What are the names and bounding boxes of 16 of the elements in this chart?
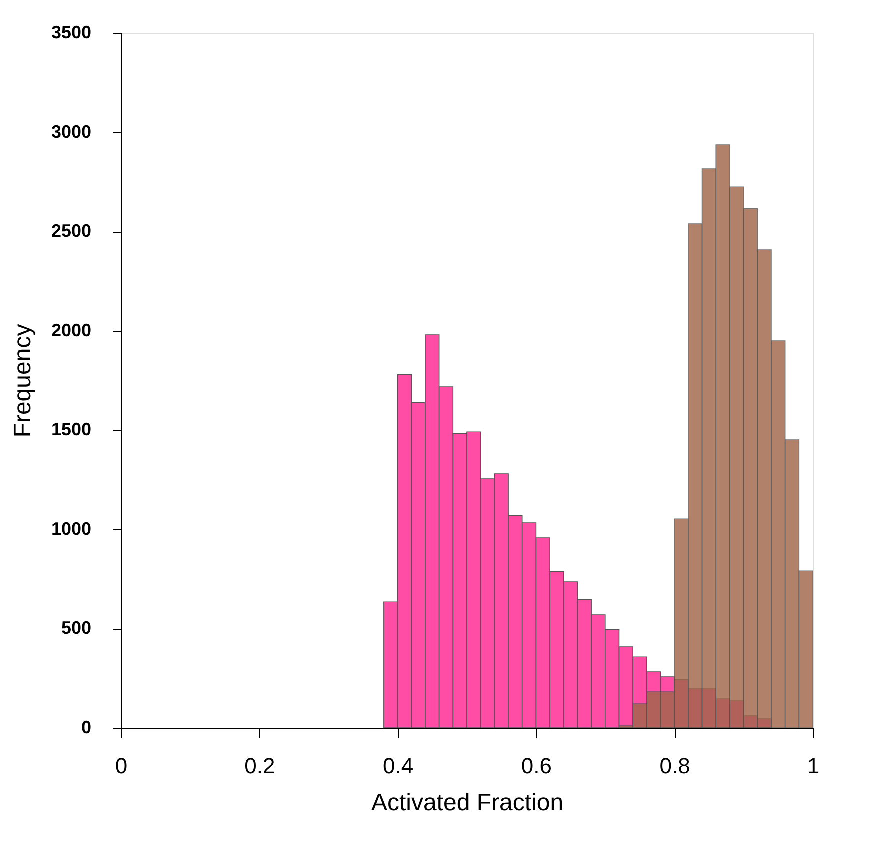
x-tick-label: 0.4 [383, 754, 414, 778]
y-tick-label: 1000 [51, 518, 92, 539]
y-tick-label: 2000 [51, 320, 92, 340]
y-tick-label: 500 [61, 618, 92, 638]
y-tick-label: 3500 [51, 22, 92, 42]
x-tick-label: 0.8 [660, 754, 690, 778]
x-tick-label: 0.6 [521, 754, 552, 778]
y-tick-label: 0 [81, 718, 92, 738]
y-tick-label: 1500 [51, 420, 92, 440]
x-tick-label: 1 [807, 754, 820, 778]
x-tick-label: 0.2 [244, 754, 276, 778]
y-tick-label: 2500 [51, 221, 92, 242]
y-axis-title: Frequency [9, 324, 36, 438]
x-axis-title: Activated Fraction [371, 790, 564, 816]
y-tick-label: 3000 [51, 122, 92, 142]
x-tick-label: 0 [115, 754, 128, 778]
